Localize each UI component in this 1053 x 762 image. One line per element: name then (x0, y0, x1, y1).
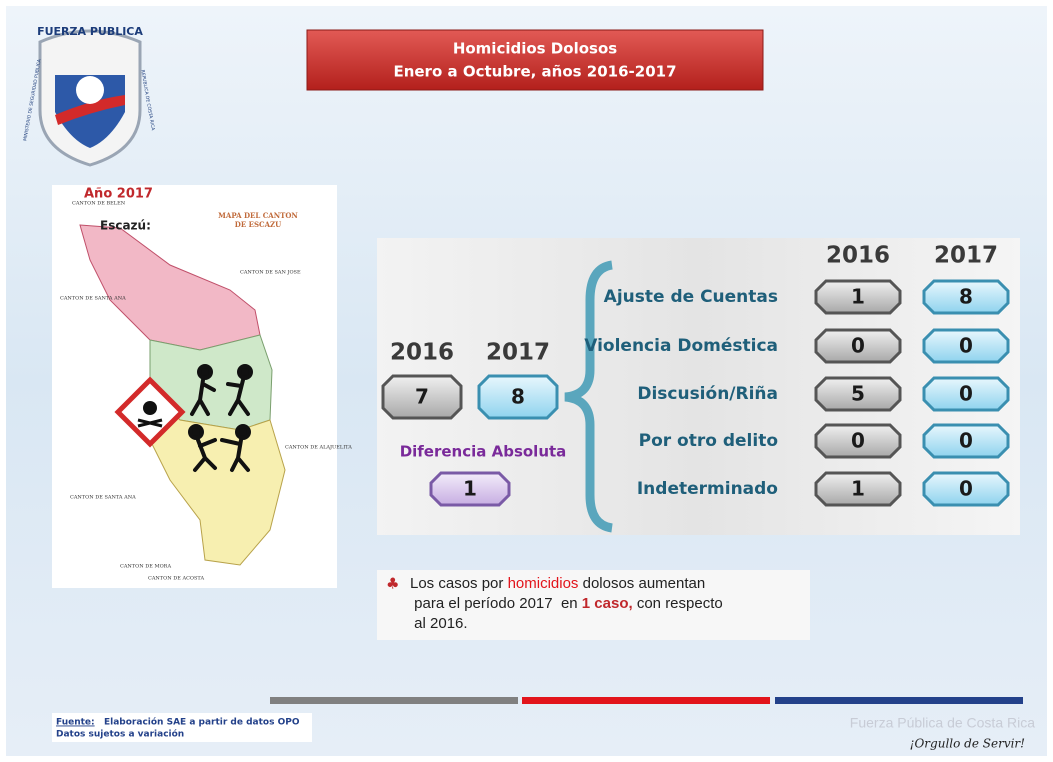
total-year: 2017 (486, 340, 550, 366)
row-label: Discusión/Riña (637, 384, 778, 404)
title: Homicidios Dolosos (453, 40, 617, 58)
map-place: CANTON DE MORA (120, 564, 171, 570)
badge-value: 0 (851, 429, 865, 453)
map-panel: Año 2017 Escazú: MAPA DEL CANTON DE ESCA… (52, 185, 352, 588)
note-part: al 2016. (410, 615, 468, 632)
badge (814, 279, 902, 315)
row-label: Violencia Doméstica (584, 336, 778, 356)
source: Elaboración SAE a partir de datos OPO (104, 717, 300, 728)
badge (381, 374, 463, 420)
badge-value: 0 (959, 429, 973, 453)
map-place: CANTON DE BELEN (72, 201, 126, 207)
map-title: MAPA DEL CANTON (218, 211, 298, 220)
source-label: Fuente: (56, 718, 95, 728)
row-label: Indeterminado (637, 479, 778, 499)
map-canton: Escazú: (100, 219, 151, 233)
brace (564, 260, 613, 533)
disclaimer: Datos sujetos a variación (56, 729, 184, 740)
badge-value: 1 (851, 285, 865, 309)
map-place: CANTON DE ACOSTA (148, 576, 204, 582)
badge (922, 279, 1010, 315)
hazard-icon (114, 376, 186, 448)
badge (922, 328, 1010, 364)
badge-value: 8 (511, 385, 525, 409)
badge (814, 471, 902, 507)
total-year: 2016 (390, 340, 454, 366)
badge (429, 471, 511, 507)
badge (814, 423, 902, 459)
subtitle: Enero a Octubre, años 2016-2017 (393, 63, 676, 81)
badge (814, 376, 902, 412)
source-box (52, 713, 312, 742)
badge-value: 1 (851, 477, 865, 501)
map-title: DE ESCAZU (235, 220, 281, 229)
map-place: CANTON DE SAN JOSE (240, 270, 301, 276)
badge-value: 7 (415, 385, 429, 409)
badge-value: 0 (959, 334, 973, 358)
brand: Fuerza Pública de Costa Rica (850, 715, 1035, 731)
row-label: Por otro delito (639, 431, 778, 451)
table: 2016 2017 Ajuste de Cuentas 1 8 Violencia Dom… (584, 243, 1010, 507)
footer-bar (522, 697, 770, 704)
badge-value: 5 (851, 382, 865, 406)
logo: FUERZA PUBLICA MINISTERIO DE SEGURIDAD P… (22, 25, 156, 167)
note-part: con respecto (633, 595, 723, 612)
note-box (377, 570, 810, 640)
column-header: 2016 (826, 243, 890, 269)
footer-bar (270, 697, 518, 704)
note: Los casos por homicidios dolosos aumenta… (410, 575, 723, 632)
motto: ¡Orgullo de Servir! (910, 737, 1026, 751)
map-region-south (149, 388, 286, 566)
note-part: Los casos por (410, 575, 508, 592)
column-header: 2017 (934, 243, 998, 269)
note-part: dolosos aumentan (578, 575, 705, 592)
logo-top-text: FUERZA PUBLICA (37, 25, 143, 38)
row-label: Ajuste de Cuentas (604, 287, 778, 307)
footer-bar (775, 697, 1023, 704)
note-part: 1 caso, (582, 595, 633, 612)
note-part: para el período 2017 en (410, 595, 582, 612)
title-box (306, 29, 764, 91)
bullet: ♣ (386, 575, 399, 593)
difference-label: Diferencia Absoluta (400, 443, 567, 461)
badge-value: 0 (959, 477, 973, 501)
map-year: Año 2017 (84, 187, 153, 202)
note-part: homicidios (508, 575, 579, 592)
map-place: CANTON DE ALAJUELITA (285, 445, 352, 451)
badge (922, 471, 1010, 507)
badge-value: 0 (959, 382, 973, 406)
badge (922, 423, 1010, 459)
totals: 2016 7 2017 8 Diferencia Absoluta 1 (381, 340, 567, 507)
badge (477, 374, 559, 420)
map-place: CANTON DE SANTA ANA (60, 296, 126, 302)
badge-value: 1 (463, 477, 477, 501)
figures-icon (188, 364, 253, 472)
badge (814, 328, 902, 364)
badge-value: 0 (851, 334, 865, 358)
badge-value: 8 (959, 285, 973, 309)
badge (922, 376, 1010, 412)
map-place: CANTON DE SANTA ANA (70, 495, 136, 501)
